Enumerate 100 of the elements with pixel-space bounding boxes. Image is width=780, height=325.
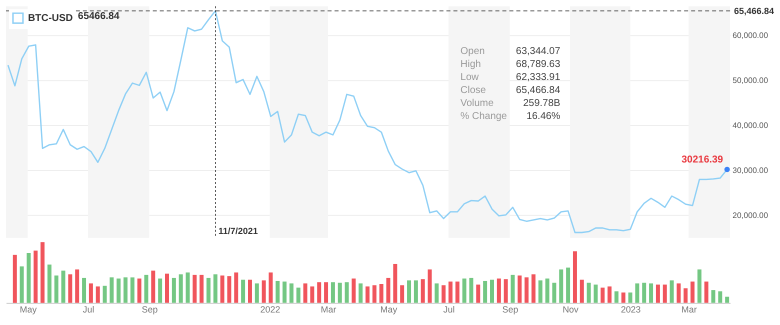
bar — [54, 276, 58, 303]
bar — [504, 279, 508, 303]
bar — [566, 268, 570, 303]
annotation: 65466.84 — [78, 11, 120, 22]
bar — [469, 278, 474, 303]
bar — [268, 272, 273, 303]
bar — [276, 280, 280, 303]
bar — [289, 283, 294, 303]
bar — [442, 285, 446, 303]
bar — [483, 280, 488, 303]
annotation: High — [460, 59, 481, 70]
annotation: Low — [460, 72, 480, 84]
bar — [711, 290, 716, 303]
bar — [531, 274, 536, 303]
bar — [352, 278, 356, 303]
bar — [393, 264, 398, 303]
bar — [462, 278, 466, 303]
bar — [12, 254, 17, 303]
bar — [248, 280, 252, 303]
y-tick-label: 40,000.00 — [732, 120, 769, 130]
bar — [697, 269, 702, 303]
annotation: 68,789.63 — [516, 59, 561, 70]
bar — [310, 286, 314, 303]
bar — [600, 288, 605, 303]
y-tick-label: 60,000.00 — [732, 30, 769, 40]
bar — [324, 282, 328, 303]
ref-line-label: 11/7/2021 — [218, 226, 258, 236]
bar — [670, 280, 674, 303]
bar — [61, 270, 66, 303]
bar — [75, 269, 80, 303]
bar — [317, 282, 322, 303]
bar — [303, 283, 308, 303]
bar — [621, 292, 626, 303]
bar — [649, 283, 654, 303]
annotation: 30216.39 — [682, 154, 724, 166]
bar — [102, 286, 107, 303]
bar — [524, 277, 529, 303]
bar — [96, 286, 100, 303]
bar — [538, 280, 542, 303]
bar — [40, 242, 45, 303]
bar — [386, 278, 390, 303]
bar — [262, 280, 266, 303]
bar — [234, 272, 238, 303]
bar — [220, 276, 224, 303]
bar — [690, 282, 695, 303]
bar — [662, 284, 667, 303]
bar — [20, 266, 24, 303]
bar — [34, 250, 38, 303]
bar — [206, 278, 210, 303]
x-tick-label: Jul — [82, 304, 94, 314]
bar — [718, 291, 722, 303]
annotation: 259.78B — [523, 98, 561, 110]
bar — [656, 284, 660, 303]
bar — [88, 283, 93, 303]
bar — [448, 282, 453, 303]
legend-label: BTC-USD — [28, 13, 73, 24]
bar — [82, 278, 86, 303]
bar — [296, 288, 300, 303]
x-tick-label: Sep — [142, 304, 158, 314]
x-tick-label: Mar — [681, 304, 697, 314]
x-tick-label: Jul — [443, 304, 455, 314]
bar — [282, 282, 287, 303]
bar — [428, 269, 432, 303]
bar — [400, 285, 404, 303]
bar — [213, 274, 218, 303]
bar — [366, 286, 370, 303]
bar — [414, 280, 418, 303]
bar — [490, 280, 494, 303]
bar — [151, 270, 156, 303]
bar — [455, 282, 460, 303]
bar — [68, 274, 72, 303]
x-tick-label: Mar — [320, 304, 336, 314]
x-tick-label: Sep — [502, 304, 518, 314]
bar — [137, 278, 142, 303]
bar — [725, 296, 730, 303]
bar — [144, 274, 148, 303]
annotation: % Change — [460, 111, 508, 122]
bar — [110, 277, 114, 303]
bar — [572, 251, 577, 303]
x-tick-label: 2022 — [260, 304, 280, 314]
bar — [635, 283, 640, 303]
bar — [358, 283, 363, 303]
annotation: 16.46% — [526, 111, 560, 122]
annotation: 65,466.84 — [516, 85, 561, 96]
annotation: Open — [460, 46, 485, 58]
bar — [241, 280, 246, 303]
bar — [130, 277, 134, 303]
bar — [628, 292, 632, 303]
bar — [330, 282, 335, 303]
x-tick-label: 2023 — [620, 304, 641, 314]
bar — [559, 269, 564, 303]
bar — [684, 288, 688, 303]
ref-line-label: 65,466.84 — [734, 6, 774, 16]
y-tick-label: 50,000.00 — [732, 76, 769, 85]
bar — [580, 280, 584, 303]
bar — [510, 274, 515, 303]
bar — [496, 278, 501, 303]
bar — [420, 279, 425, 303]
bar — [379, 284, 384, 303]
bar — [704, 282, 708, 303]
